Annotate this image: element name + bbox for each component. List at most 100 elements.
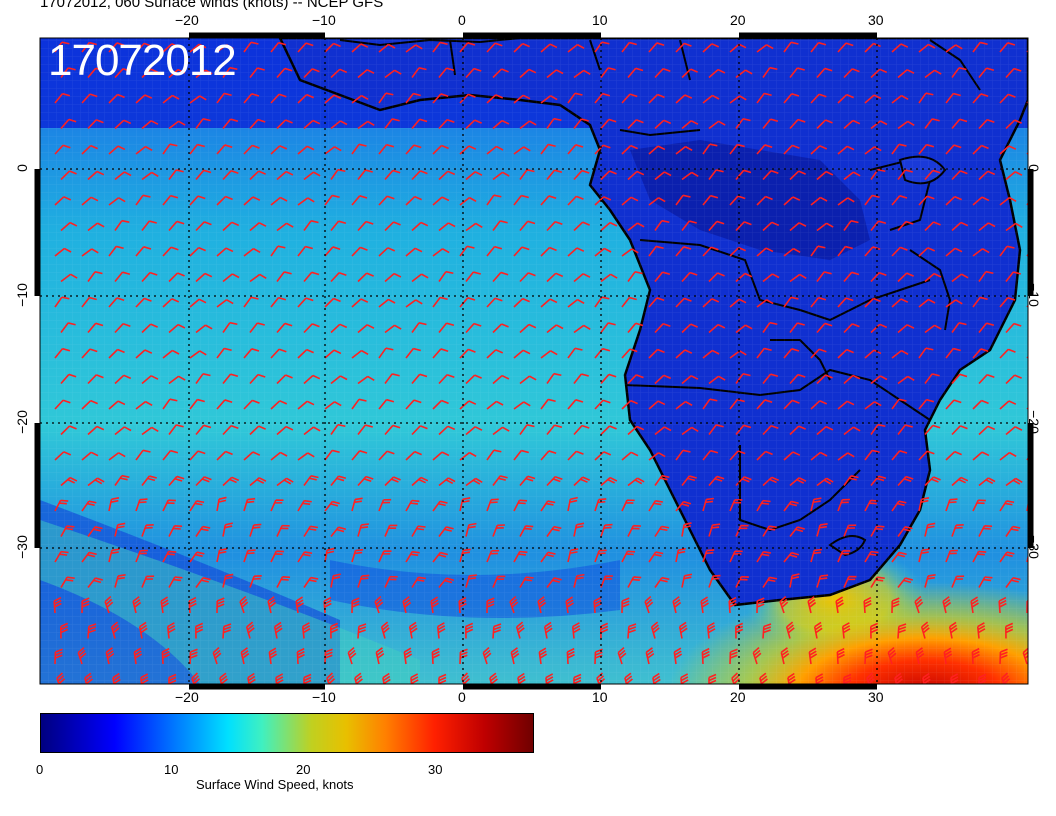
wind-barb [999, 500, 1015, 512]
wind-barb [249, 67, 265, 78]
wind-barb [270, 145, 288, 155]
wind-barb [627, 67, 644, 79]
wind-barb [729, 648, 738, 665]
wind-barb [600, 523, 613, 537]
wind-barb [486, 42, 503, 53]
wind-barb [270, 451, 288, 461]
wind-barb [816, 425, 834, 436]
wind-barb [681, 522, 692, 537]
wind-barb [276, 222, 294, 232]
wind-barb [276, 170, 294, 181]
wind-barb [869, 622, 879, 639]
wind-barb [972, 93, 989, 104]
wind-barb [945, 144, 962, 155]
wind-barb [654, 271, 671, 283]
wind-barb [816, 222, 834, 232]
wind-barb [162, 550, 177, 563]
wind-barb [438, 373, 455, 385]
wind-barb [789, 322, 805, 333]
wind-barb [756, 597, 765, 614]
wind-barb [243, 348, 260, 359]
wind-barb [378, 195, 395, 206]
wind-barb [540, 246, 557, 257]
wind-barb [567, 450, 584, 461]
wind-barb [432, 399, 449, 410]
right-lat-label: 0 [1025, 164, 1042, 172]
wind-barb [432, 500, 448, 512]
wind-barb [324, 297, 341, 308]
wind-barb [459, 348, 476, 359]
wind-barb [114, 522, 126, 537]
wind-barb [135, 498, 148, 512]
wind-barb [999, 400, 1017, 410]
wind-barb [648, 245, 664, 257]
wind-barb [459, 145, 477, 155]
wind-barb [762, 321, 778, 333]
wind-barb [897, 324, 915, 334]
wind-barb [108, 145, 126, 155]
wind-barb [762, 221, 780, 232]
wind-barb [708, 475, 725, 487]
wind-barb [951, 575, 965, 588]
wind-barb [594, 247, 612, 257]
wind-barb [945, 247, 963, 257]
wind-barb [897, 375, 915, 385]
wind-barb [459, 297, 476, 308]
wind-barb [133, 647, 143, 665]
wind-barb [972, 348, 989, 359]
wind-barb [87, 623, 97, 639]
wind-barb [492, 119, 510, 130]
wind-barb [81, 296, 97, 308]
wind-barb [135, 42, 152, 53]
wind-barb [296, 647, 305, 665]
wind-barb [189, 195, 206, 206]
wind-barb [810, 93, 827, 104]
wind-barb [567, 548, 579, 563]
wind-barb [843, 575, 857, 588]
wind-barb [1033, 624, 1041, 639]
wind-barb [650, 621, 660, 639]
wind-barb [837, 297, 854, 308]
wind-barb [1005, 222, 1023, 232]
bottom-lon-label: 30 [868, 689, 884, 705]
wind-barb [351, 43, 369, 53]
wind-barb [222, 623, 232, 639]
wind-barb [114, 171, 132, 181]
wind-barb [54, 347, 71, 359]
wind-barb [189, 143, 205, 155]
wind-barb [951, 118, 968, 130]
wind-barb [465, 477, 483, 487]
wind-barb [87, 526, 103, 537]
wind-barb [519, 323, 537, 334]
wind-barb [645, 647, 655, 665]
wind-barb [891, 398, 907, 410]
wind-barb [762, 373, 779, 385]
wind-barb [546, 525, 562, 537]
wind-barb [384, 221, 401, 232]
wind-barb [519, 576, 534, 588]
wind-barb [978, 322, 995, 334]
wind-barb [297, 197, 315, 206]
wind-barb [54, 399, 71, 410]
wind-barb [54, 499, 69, 512]
wind-barb [571, 622, 581, 639]
wind-barb [60, 67, 76, 78]
wind-barb [110, 621, 120, 639]
wind-barb [108, 197, 126, 206]
wind-barb [675, 547, 686, 563]
wind-barb [810, 145, 828, 155]
wind-barb [887, 646, 897, 665]
wind-barb [54, 296, 70, 308]
wind-barb [270, 196, 288, 206]
wind-barb [216, 195, 233, 206]
wind-barb [270, 348, 287, 359]
wind-barb [195, 169, 212, 181]
wind-barb [897, 475, 914, 487]
wind-barb [486, 349, 504, 359]
wind-barb [897, 623, 907, 639]
wind-barb [837, 452, 855, 461]
wind-barb [675, 349, 693, 359]
wind-barb [540, 500, 556, 512]
wind-barb [864, 297, 881, 308]
wind-barb [465, 322, 482, 334]
